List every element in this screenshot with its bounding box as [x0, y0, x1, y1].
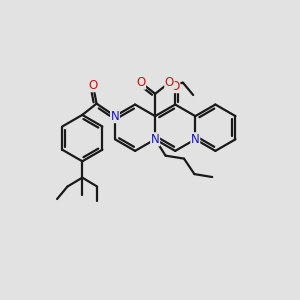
Text: O: O: [171, 80, 180, 93]
Text: O: O: [165, 76, 174, 89]
Text: N: N: [151, 133, 160, 146]
Text: O: O: [88, 79, 98, 92]
Text: O: O: [136, 76, 146, 89]
Text: N: N: [191, 133, 200, 146]
Text: N: N: [111, 110, 119, 123]
